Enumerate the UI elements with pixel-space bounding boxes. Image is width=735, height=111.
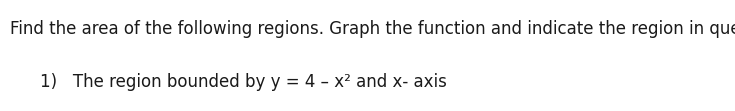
Text: 1)   The region bounded by y = 4 – x² and x- axis: 1) The region bounded by y = 4 – x² and … xyxy=(40,73,448,91)
Text: Find the area of the following regions. Graph the function and indicate the regi: Find the area of the following regions. … xyxy=(10,20,735,38)
